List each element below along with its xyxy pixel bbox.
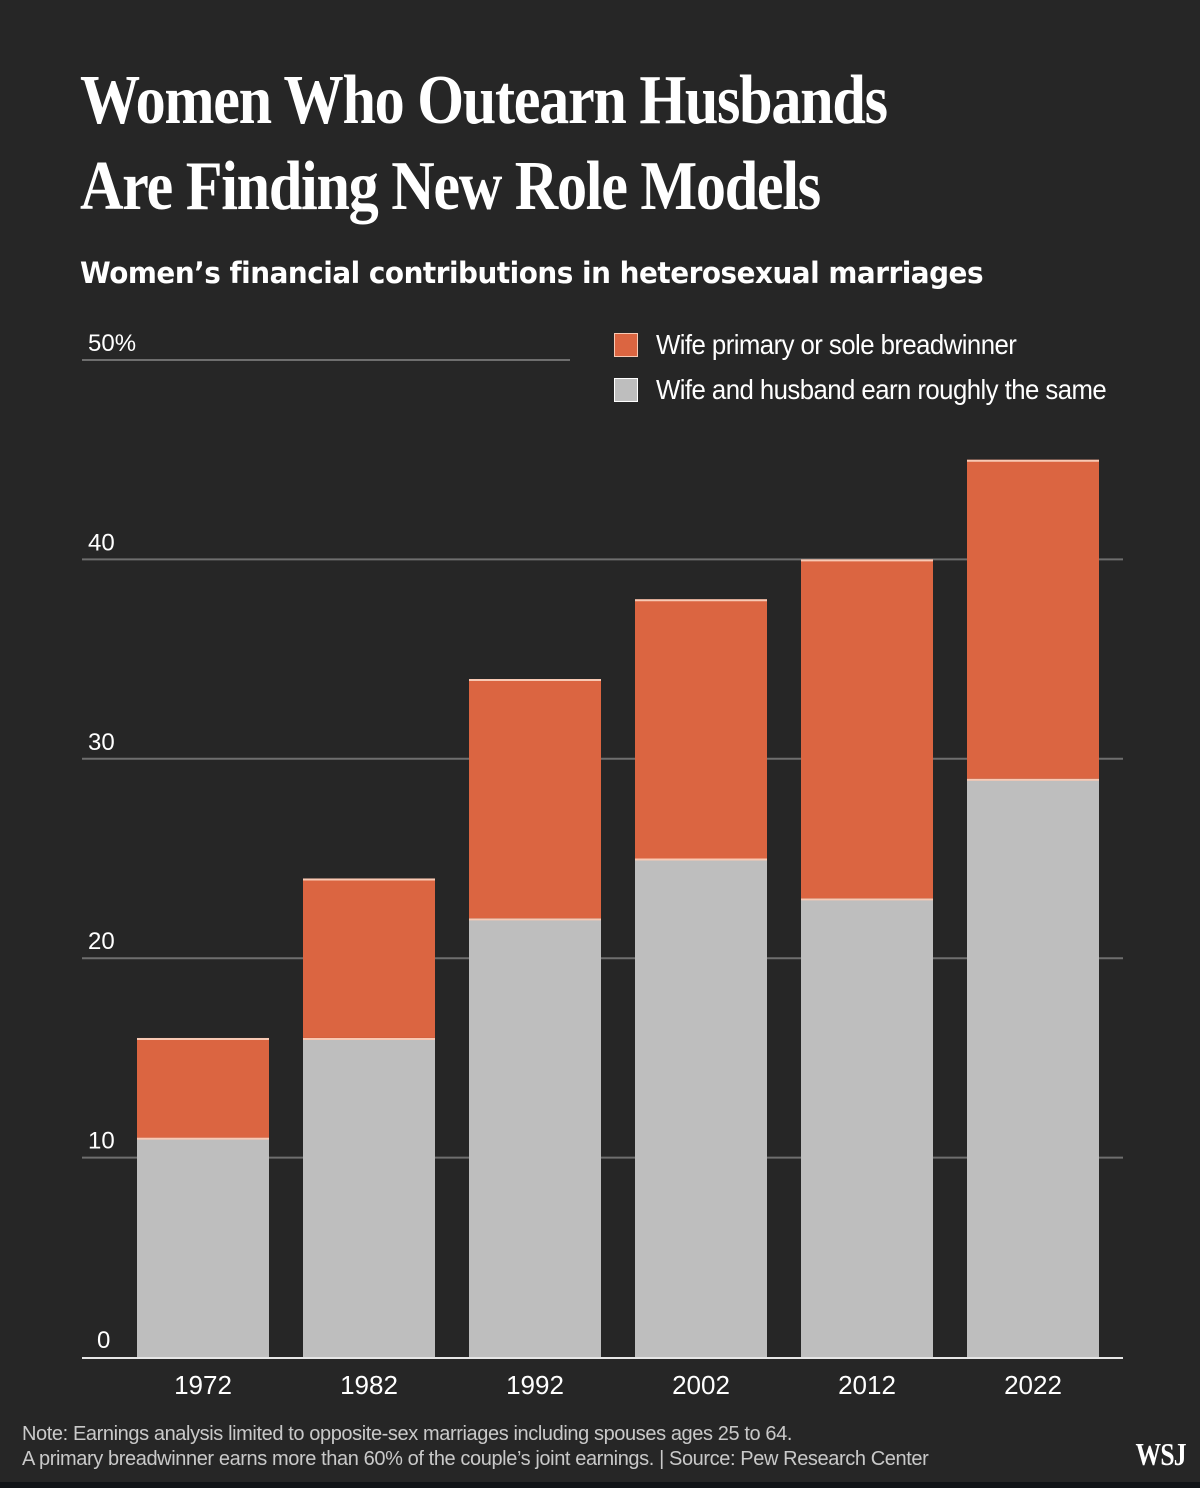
bar-2012-primary-breadwinner <box>801 559 933 899</box>
y-tick-label-50: 50% <box>88 330 136 357</box>
bar-2002-roughly-same <box>635 858 767 1357</box>
note-line-1: Note: Earnings analysis limited to oppos… <box>22 1423 792 1445</box>
chart-subtitle: Women’s financial contributions in heter… <box>80 256 984 290</box>
wsj-logo: WSJ <box>1135 1436 1187 1472</box>
y-tick-label-20: 20 <box>88 928 115 955</box>
bar-1972-roughly-same <box>137 1137 269 1357</box>
footnote: Note: Earnings analysis limited to oppos… <box>22 1422 929 1472</box>
y-tick-label-40: 40 <box>88 529 115 556</box>
bar-1982-roughly-same <box>303 1037 435 1357</box>
legend-swatch-orange <box>614 332 638 357</box>
legend: Wife primary or sole breadwinner Wife an… <box>614 322 1145 412</box>
y-tick-label-10: 10 <box>88 1128 115 1155</box>
x-axis-ticks: 1972 1982 1992 2002 2012 2022 <box>174 1370 1062 1400</box>
legend-swatch-gray <box>614 377 638 402</box>
gridlines <box>82 359 1123 1159</box>
x-tick-label-1972: 1972 <box>174 1370 232 1400</box>
legend-item-roughly-same: Wife and husband earn roughly the same <box>614 367 1145 412</box>
x-tick-label-2022: 2022 <box>1004 1370 1062 1400</box>
bar-2022-roughly-same <box>967 778 1099 1357</box>
bar-1992-primary-breadwinner <box>469 679 601 919</box>
chart-title: Women Who Outearn Husbands Are Finding N… <box>80 58 1009 230</box>
legend-item-primary-breadwinner: Wife primary or sole breadwinner <box>614 322 1145 367</box>
x-tick-label-1982: 1982 <box>340 1370 398 1400</box>
bar-1972-primary-breadwinner <box>137 1037 269 1138</box>
bar-2012-roughly-same <box>801 898 933 1357</box>
bar-1982-primary-breadwinner <box>303 878 435 1038</box>
x-tick-label-2012: 2012 <box>838 1370 896 1400</box>
y-tick-label-0: 0 <box>97 1327 110 1354</box>
bottom-strip <box>0 1482 1200 1488</box>
bar-2022-primary-breadwinner <box>967 459 1099 779</box>
bars <box>137 459 1099 1357</box>
legend-label: Wife primary or sole breadwinner <box>656 328 1017 360</box>
x-tick-label-1992: 1992 <box>506 1370 564 1400</box>
bar-1992-roughly-same <box>469 918 601 1357</box>
note-line-2: A primary breadwinner earns more than 60… <box>22 1448 929 1470</box>
title-line-1: Women Who Outearn Husbands <box>80 62 888 139</box>
bar-2002-primary-breadwinner <box>635 599 767 859</box>
x-tick-label-2002: 2002 <box>672 1370 730 1400</box>
legend-label: Wife and husband earn roughly the same <box>656 373 1107 405</box>
y-tick-label-30: 30 <box>88 729 115 756</box>
title-line-2: Are Finding New Role Models <box>80 148 821 225</box>
y-axis-ticks: 0 10 20 30 40 50% <box>88 330 136 1354</box>
